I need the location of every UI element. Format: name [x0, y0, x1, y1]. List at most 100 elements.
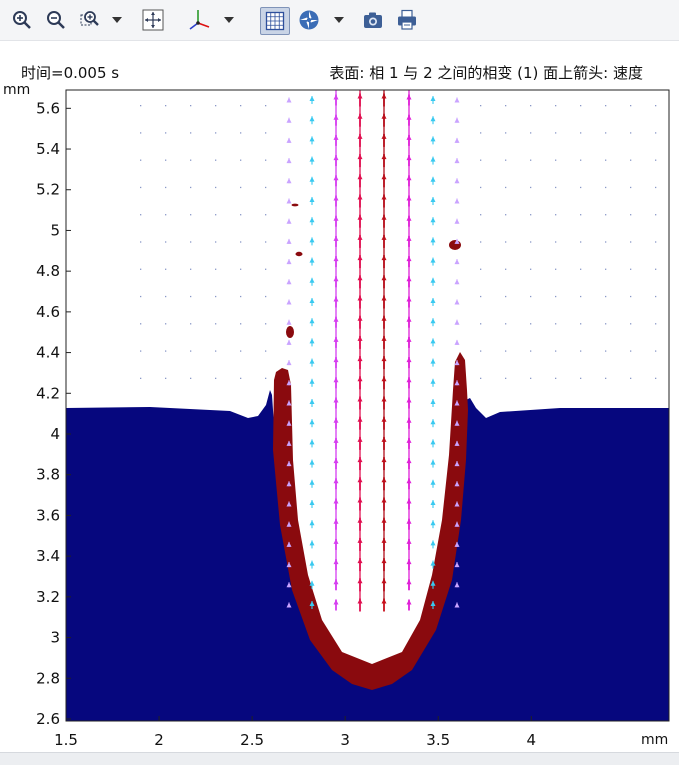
chevron-down-icon	[224, 17, 234, 23]
velocity-dot	[165, 377, 167, 379]
y-tick-label: 4.4	[36, 344, 60, 362]
scene-light-button[interactable]	[296, 8, 322, 32]
velocity-dot	[555, 159, 557, 161]
velocity-dot	[530, 295, 532, 298]
velocity-arrow-head	[454, 521, 460, 527]
velocity-arrow-head	[454, 238, 460, 244]
velocity-dot	[190, 132, 192, 134]
velocity-dot	[580, 323, 582, 325]
velocity-arrow-head	[430, 136, 436, 142]
velocity-dot	[165, 268, 167, 270]
velocity-dot	[140, 350, 142, 352]
print-button[interactable]	[394, 8, 420, 32]
velocity-dot	[190, 323, 192, 325]
velocity-arrow-head	[454, 218, 460, 224]
velocity-dot	[480, 159, 482, 161]
velocity-arrow-head	[286, 360, 292, 366]
camera-icon	[364, 12, 382, 28]
velocity-dot	[265, 268, 267, 270]
velocity-arrow-head	[454, 461, 460, 467]
y-tick-label: 2.8	[36, 669, 60, 687]
velocity-arrow-head	[286, 380, 292, 386]
velocity-dot	[655, 105, 657, 107]
scene-light-icon	[299, 10, 319, 30]
velocity-arrow-head	[286, 117, 292, 123]
velocity-dot	[530, 214, 532, 216]
zoom-menu-dropdown[interactable]	[110, 8, 124, 32]
status-bar	[0, 752, 679, 765]
velocity-dot	[165, 350, 167, 352]
velocity-arrow-head	[286, 562, 292, 568]
velocity-arrow-head	[430, 156, 436, 162]
velocity-arrow-head	[430, 237, 436, 243]
velocity-arrow-head	[454, 541, 460, 547]
velocity-dot	[190, 295, 192, 298]
velocity-arrow-head	[430, 419, 436, 425]
velocity-dot	[555, 132, 557, 134]
velocity-arrow-head	[309, 116, 315, 122]
velocity-dot	[580, 377, 582, 379]
velocity-dot	[480, 105, 482, 107]
scene-light-dropdown[interactable]	[332, 8, 346, 32]
velocity-dot	[605, 295, 607, 298]
velocity-dot	[215, 214, 217, 216]
velocity-dot	[580, 241, 582, 243]
zoom-in-button[interactable]	[10, 8, 34, 32]
velocity-dot	[215, 377, 217, 379]
velocity-arrow-head	[286, 501, 292, 507]
velocity-dot	[480, 268, 482, 270]
velocity-arrow-head	[454, 582, 460, 588]
velocity-arrow-head	[381, 598, 387, 604]
axis-menu-dropdown[interactable]	[222, 8, 236, 32]
axis-ticks: 1.5 2 2.5 3 3.5 4 2.6 2.8 3 3.2 3.4 3.6 3.8 4 4.2 4.4 4.…	[36, 99, 536, 749]
snapshot-button[interactable]	[360, 8, 386, 32]
velocity-dot	[530, 323, 532, 325]
velocity-dot	[580, 132, 582, 134]
y-tick-label: 5	[50, 221, 60, 239]
velocity-dot	[215, 105, 217, 107]
velocity-dot	[630, 105, 632, 107]
zoom-extents-button[interactable]	[140, 8, 166, 32]
velocity-arrow-head	[309, 277, 315, 283]
velocity-arrow-head	[357, 598, 363, 604]
velocity-arrow-head	[454, 259, 460, 265]
velocity-dot	[530, 241, 532, 243]
toolbar	[0, 0, 679, 41]
zoom-in-icon	[13, 11, 31, 29]
zoom-out-button[interactable]	[44, 8, 68, 32]
velocity-dot	[240, 105, 242, 107]
velocity-arrow-head	[430, 257, 436, 263]
velocity-arrow-head	[454, 319, 460, 325]
chevron-down-icon	[112, 17, 122, 23]
velocity-arrow-head	[454, 501, 460, 507]
velocity-dot	[505, 295, 507, 298]
velocity-arrow-head	[286, 218, 292, 224]
velocity-arrow-head	[286, 158, 292, 164]
axis-orientation-button[interactable]	[186, 8, 212, 32]
velocity-dot	[165, 214, 167, 216]
print-icon	[398, 9, 416, 30]
velocity-arrow-head	[454, 380, 460, 386]
velocity-arrow-head	[430, 298, 436, 303]
velocity-dot	[555, 323, 557, 325]
zoom-box-button[interactable]	[78, 8, 102, 32]
droplet	[291, 203, 299, 207]
velocity-dot	[240, 159, 242, 161]
velocity-arrow-head	[430, 601, 436, 606]
velocity-dot	[140, 323, 142, 325]
velocity-dot	[480, 214, 482, 216]
x-axis-unit: mm	[641, 732, 669, 748]
velocity-dot	[530, 159, 532, 161]
velocity-dot	[240, 241, 242, 243]
velocity-dot	[605, 323, 607, 325]
grid-toggle-button[interactable]	[260, 7, 290, 35]
velocity-dot	[580, 268, 582, 270]
velocity-arrow-head	[286, 198, 292, 204]
velocity-arrow-head	[309, 237, 315, 243]
velocity-dot	[480, 295, 482, 298]
x-tick-label: 3	[340, 731, 350, 749]
velocity-arrow-head	[430, 560, 436, 566]
velocity-arrow-head	[309, 601, 315, 606]
velocity-dot	[505, 105, 507, 107]
